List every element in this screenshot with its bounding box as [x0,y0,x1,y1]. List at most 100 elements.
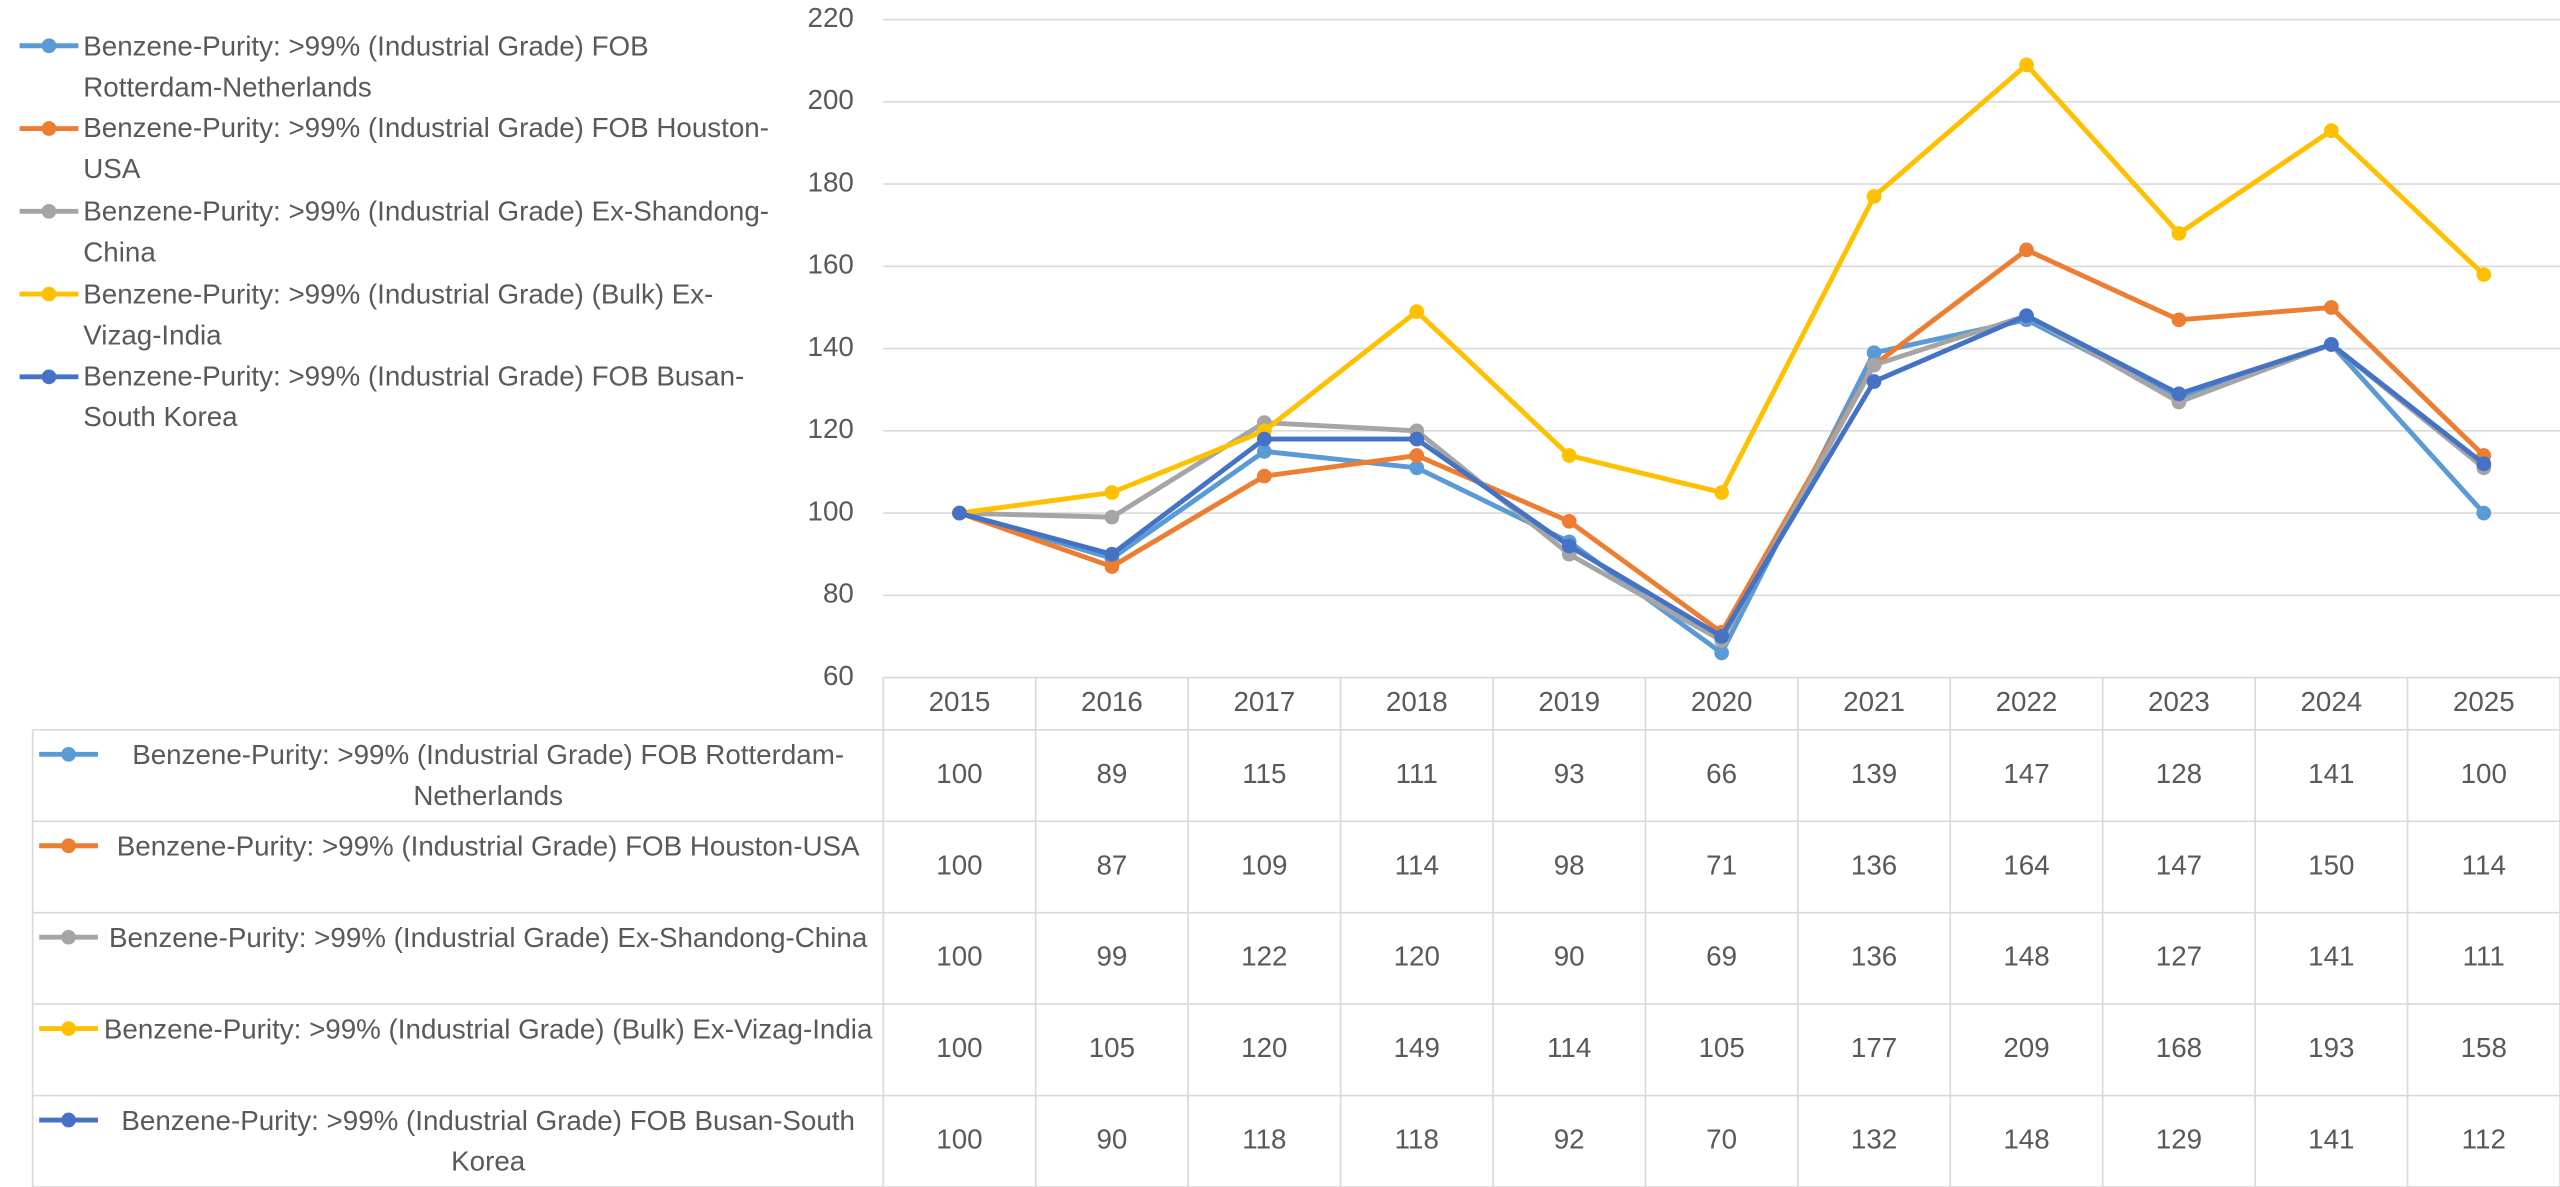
point [2171,386,2187,402]
table-value: 147 [2003,758,2049,789]
y-tick-label: 200 [808,84,854,115]
x-tick-label: 2025 [2453,686,2515,717]
table-value: 136 [1851,941,1897,972]
table-value: 114 [2462,849,2506,880]
point [1714,485,1729,500]
legend-marker [41,38,57,54]
table-value: 141 [2308,758,2354,789]
table-value: 141 [2308,941,2354,972]
table-value: 150 [2308,849,2354,880]
point [1104,559,1120,574]
table-value: 66 [1706,758,1737,789]
point [2324,337,2339,352]
x-tick-label: 2017 [1233,686,1295,717]
legend-label: Benzene-Purity: >99% (Industrial Grade) … [83,30,649,103]
point [2324,123,2339,138]
table-value: 129 [2156,1124,2202,1155]
table-value: 71 [1706,849,1737,880]
table-value: 114 [1547,1032,1591,1063]
table-row-label-box: Benzene-Purity: >99% (Industrial Grade) … [121,1105,855,1177]
table-value: 112 [2462,1124,2506,1155]
table-value: 148 [2003,941,2049,972]
table-marker [61,746,76,762]
point [1714,645,1729,661]
series-line [958,247,2486,635]
legend-label-box: Benzene-Purity: >99% (Industrial Grade) … [83,30,649,103]
legend-marker [41,369,57,385]
x-tick-label: 2016 [1081,686,1143,717]
y-tick-label: 140 [808,331,854,362]
table-value: 87 [1096,849,1127,880]
table-value: 136 [1851,849,1897,880]
point [1866,345,1882,361]
legend-label: Benzene-Purity: >99% (Industrial Grade) … [83,361,745,434]
table-value: 128 [2156,758,2202,789]
table-value: 115 [1242,758,1286,789]
table-value: 111 [1396,758,1438,789]
point [2019,308,2034,324]
x-tick-label: 2023 [2148,686,2210,717]
table-row-label-box: Benzene-Purity: >99% (Industrial Grade) … [132,739,845,812]
table-value: 139 [1851,758,1897,789]
table-row-label-box: Benzene-Purity: >99% (Industrial Grade) … [104,1014,873,1045]
legend-label-box: Benzene-Purity: >99% (Industrial Grade) … [83,361,745,434]
point [1256,444,1272,459]
series-line [958,313,2486,639]
point [2171,312,2187,328]
point [2324,300,2339,315]
y-tick-label: 160 [808,249,854,280]
table-value: 100 [936,1124,982,1155]
table-value: 114 [1395,849,1439,880]
table-value: 105 [1698,1032,1744,1063]
x-tick-label: 2019 [1538,686,1600,717]
table-value: 147 [2156,849,2202,880]
point [952,505,967,521]
y-tick-label: 80 [823,578,854,609]
point [1409,431,1425,447]
series-line [959,313,2486,644]
legend-label: Benzene-Purity: >99% (Industrial Grade) … [83,112,769,185]
table-marker [61,1021,76,1036]
table-value: 193 [2308,1032,2354,1063]
table-value: 92 [1554,1124,1585,1155]
x-tick-label: 2015 [929,686,991,717]
point [2476,267,2492,282]
table-value: 89 [1096,758,1127,789]
point [1256,468,1272,484]
table-value: 132 [1851,1124,1897,1155]
point [1104,485,1120,500]
point [1409,460,1425,476]
table-value: 149 [1394,1032,1440,1063]
point [2019,242,2034,258]
table-value: 100 [936,941,982,972]
table-value: 90 [1554,941,1585,972]
legend-label: Benzene-Purity: >99% (Industrial Grade) … [83,195,770,268]
series-line [959,62,2486,516]
table-marker [61,1112,76,1128]
legend-label-box: Benzene-Purity: >99% (Industrial Grade) … [83,112,769,185]
point [1409,448,1425,463]
table-value: 70 [1706,1124,1737,1155]
point [1714,629,1729,644]
table-value: 164 [2003,849,2049,880]
table-value: 100 [2461,758,2507,789]
table-value: 141 [2308,1124,2354,1155]
legend-label: Benzene-Purity: >99% (Industrial Grade) … [83,278,714,351]
table-row-label-box: Benzene-Purity: >99% (Industrial Grade) … [117,831,860,862]
point [1561,513,1577,529]
point [1256,431,1272,447]
table-row-label: Benzene-Purity: >99% (Industrial Grade) … [109,922,868,954]
legend-marker [41,121,57,136]
legend-marker [41,203,57,219]
table-value: 127 [2156,941,2202,972]
table-marker [61,838,76,854]
table-row-label: Benzene-Purity: >99% (Industrial Grade) … [132,739,845,812]
y-tick-label: 60 [823,660,854,691]
table-value: 90 [1096,1124,1127,1155]
table-value: 168 [2156,1032,2202,1063]
table-value: 209 [2003,1032,2049,1063]
table-value: 148 [2003,1124,2049,1155]
